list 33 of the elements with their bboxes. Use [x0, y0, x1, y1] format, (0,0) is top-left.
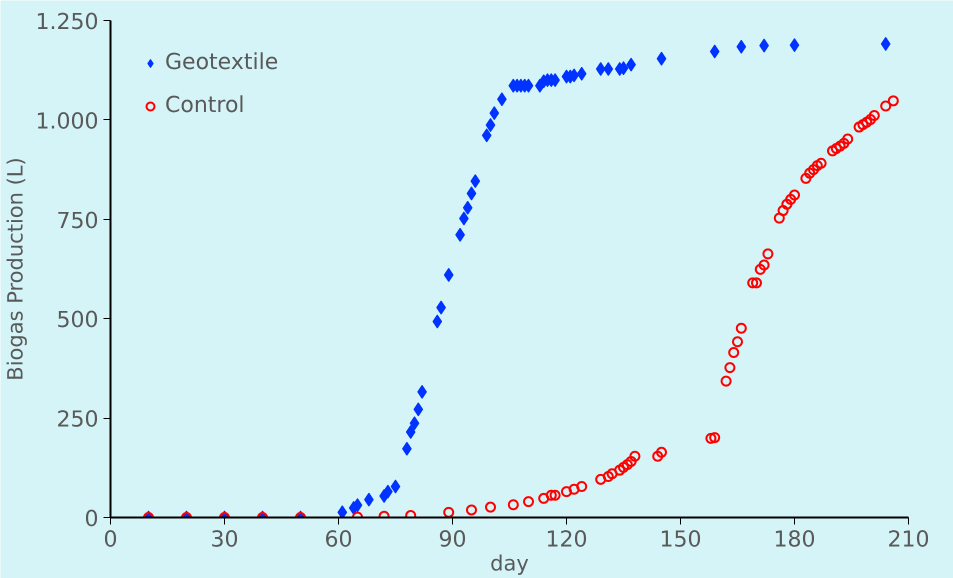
point [413, 402, 424, 416]
point [596, 62, 606, 76]
y-tick-label: 250 [56, 408, 99, 433]
x-tick-label: 60 [324, 528, 353, 552]
point [880, 36, 891, 51]
point [489, 106, 500, 120]
point [444, 268, 454, 282]
legend-label: Control [165, 93, 245, 118]
point [710, 44, 720, 59]
point [462, 200, 473, 215]
x-tick-label: 180 [774, 528, 816, 552]
x-tick-label: 90 [438, 528, 467, 552]
x-tick-label: 0 [104, 528, 118, 552]
y-tick-label: 1.250 [36, 10, 99, 35]
y-tick-label: 1.000 [36, 109, 99, 134]
y-tick-label: 0 [84, 507, 99, 532]
point [603, 62, 614, 76]
point [736, 40, 746, 54]
x-tick-label: 210 [888, 528, 930, 552]
legend-label: Geotextile [165, 50, 278, 75]
y-axis-title: Biogas Production (L) [4, 157, 28, 381]
x-tick-label: 30 [210, 528, 239, 552]
x-axis-title: day [490, 552, 529, 576]
point [406, 425, 416, 440]
point [432, 314, 442, 328]
y-tick-label: 500 [56, 308, 99, 334]
x-tick-label: 150 [660, 528, 702, 552]
point [337, 505, 348, 518]
point [576, 66, 587, 81]
x-tick-label: 120 [546, 528, 588, 552]
point [470, 174, 480, 188]
y-tick-label: 750 [56, 208, 99, 234]
point [482, 128, 492, 142]
